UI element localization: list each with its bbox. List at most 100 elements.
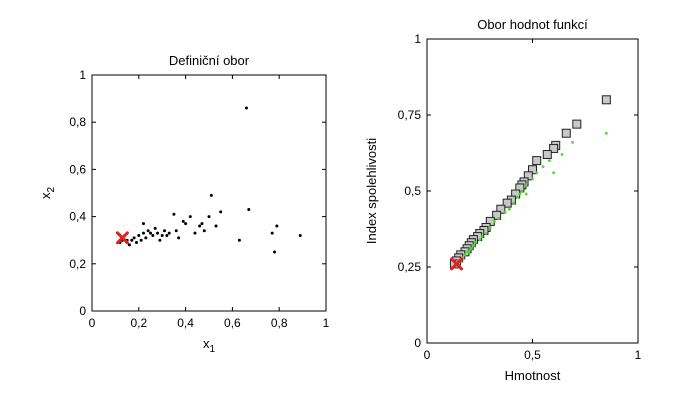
data-point <box>237 238 241 242</box>
y-axis-label: x2 <box>38 187 57 200</box>
x-axis-label: Hmotnost <box>505 368 561 383</box>
data-point <box>200 222 204 226</box>
data-point <box>156 231 160 235</box>
chart-title: Definiční obor <box>169 53 250 68</box>
data-point <box>518 192 522 196</box>
data-point <box>244 106 248 110</box>
data-point <box>552 171 555 175</box>
y-tick-label: 0,25 <box>398 260 422 274</box>
x-tick-label: 1 <box>635 348 642 362</box>
data-point <box>560 153 564 156</box>
data-point <box>488 226 492 229</box>
data-point <box>503 210 507 214</box>
x-tick-label: 0,6 <box>224 316 241 330</box>
y-axis-label-subscript: 2 <box>46 187 57 193</box>
y-tick-label: 0,6 <box>69 162 86 176</box>
y-tick-label: 0,8 <box>69 115 86 129</box>
x-axis-label-main: x <box>203 336 210 351</box>
data-point <box>298 233 302 237</box>
y-tick-label: 1 <box>79 68 86 82</box>
data-point <box>520 189 524 193</box>
data-point <box>275 224 279 228</box>
data-point <box>463 253 467 257</box>
data-point <box>153 226 157 230</box>
data-point <box>172 212 176 216</box>
y-tick-label: 0 <box>414 336 421 350</box>
data-point <box>165 233 169 237</box>
data-point <box>524 192 528 196</box>
y-tick-label: 1 <box>414 32 421 46</box>
optimum-marker-stroke <box>450 257 464 271</box>
data-point <box>130 238 134 242</box>
data-point <box>132 236 136 240</box>
y-axis-label: Index spolehlivosti <box>364 138 379 244</box>
data-point <box>177 236 181 240</box>
y-axis-label-main: x <box>38 192 53 199</box>
data-point <box>214 224 218 228</box>
data-point <box>141 231 145 235</box>
data-point-square <box>542 150 552 160</box>
data-point <box>174 229 178 233</box>
y-tick-label: 0,5 <box>404 184 421 198</box>
x-axis-label-main: Hmotnost <box>505 368 561 383</box>
data-point <box>571 140 574 144</box>
x-axis-label-subscript: 1 <box>209 344 215 355</box>
data-point <box>604 131 608 135</box>
data-point-square <box>549 143 559 153</box>
plot-frame <box>91 74 327 312</box>
y-tick-label: 0 <box>79 304 86 318</box>
data-point <box>160 233 164 237</box>
x-tick-label: 0,2 <box>130 316 147 330</box>
chart-title: Obor hodnot funkcí <box>477 17 588 32</box>
data-point <box>181 219 185 223</box>
data-point <box>516 195 520 199</box>
data-point <box>484 232 488 235</box>
data-point <box>478 238 482 242</box>
data-point <box>547 159 551 163</box>
y-axis-label-main: Index spolehlivosti <box>364 138 379 244</box>
x-tick-label: 0 <box>89 316 96 330</box>
data-point <box>469 247 473 251</box>
y-tick-label: 0,2 <box>69 257 86 271</box>
data-point <box>493 220 496 223</box>
data-point <box>524 183 528 187</box>
data-point-square <box>572 119 582 129</box>
data-point <box>184 222 188 226</box>
data-point <box>134 241 138 245</box>
x-tick-label: 1 <box>323 316 330 330</box>
data-point <box>465 250 469 254</box>
data-point <box>144 236 148 240</box>
x-tick-label: 0,5 <box>524 348 541 362</box>
data-point <box>151 233 155 237</box>
data-point-square <box>561 128 571 138</box>
data-point <box>247 208 251 212</box>
data-point <box>158 238 162 242</box>
data-point <box>535 171 539 175</box>
data-point <box>270 231 274 235</box>
optimum-marker <box>450 257 464 271</box>
x-tick-label: 0,8 <box>271 316 288 330</box>
data-point <box>273 250 277 254</box>
data-point <box>198 224 202 228</box>
data-point <box>531 177 534 181</box>
data-point <box>474 241 477 245</box>
data-point <box>467 250 471 254</box>
data-point-square <box>492 210 502 220</box>
y-tick-label: 0,75 <box>398 108 422 122</box>
data-point <box>146 229 150 233</box>
data-point <box>167 231 171 235</box>
range-scatter-chart: 0 0,5 1 0 0,25 0,5 0,75 1 Obor hodnot funkcí Hmot… <box>364 17 642 383</box>
data-point <box>127 243 131 247</box>
data-point <box>188 215 192 219</box>
domain-scatter-chart: 0 0,2 0,4 0,6 0,8 1 0 0,2 0,4 0,6 0,8 1 Definiční ob… <box>38 53 330 355</box>
data-point <box>512 201 515 205</box>
data-point <box>141 222 145 226</box>
data-point <box>193 231 197 235</box>
data-point <box>541 165 545 169</box>
data-point <box>472 244 475 248</box>
plot-frame <box>426 38 639 344</box>
x-axis-label: x1 <box>203 336 216 355</box>
data-point <box>202 229 206 233</box>
data-point <box>497 216 501 220</box>
